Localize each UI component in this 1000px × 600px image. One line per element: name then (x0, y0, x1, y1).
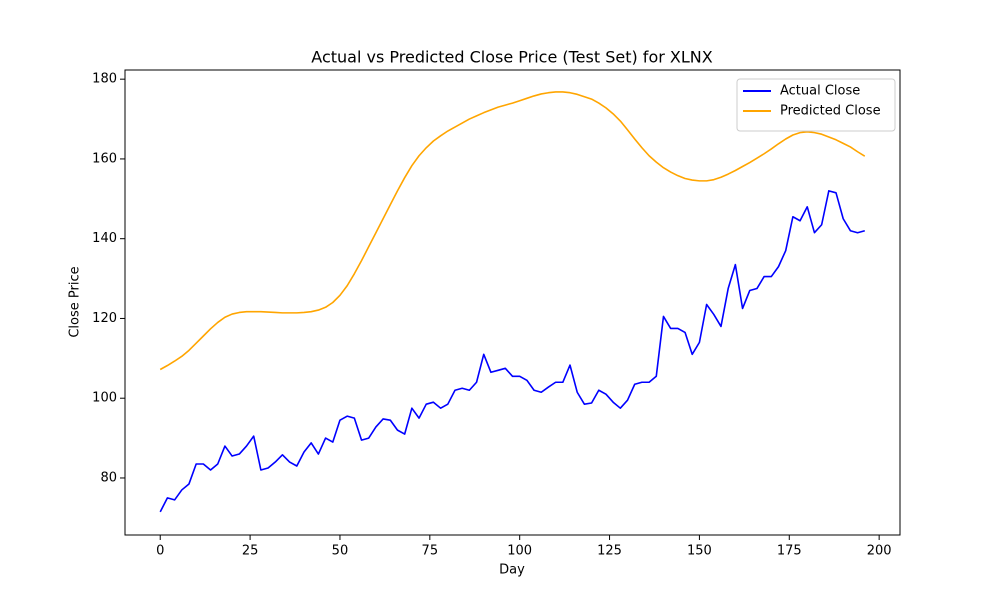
y-tick-label: 120 (92, 311, 117, 326)
plot-frame (124, 69, 901, 536)
x-tick-label: 25 (242, 544, 259, 559)
x-tick-label: 50 (332, 544, 349, 559)
y-axis-label: Close Price (68, 266, 83, 337)
x-tick-label: 75 (422, 544, 439, 559)
legend-label: Actual Close (780, 84, 860, 99)
x-axis-label: Day (499, 563, 525, 578)
x-tick-label: 125 (597, 544, 622, 559)
y-tick-label: 80 (100, 470, 117, 485)
legend-box (736, 78, 896, 132)
data-line (159, 91, 866, 371)
y-tick-label: 100 (92, 391, 117, 406)
y-tick-label: 160 (92, 151, 117, 166)
data-line (159, 190, 865, 513)
x-tick-label: 200 (867, 544, 892, 559)
x-tick-label: 100 (507, 544, 532, 559)
x-tick-label: 175 (777, 544, 802, 559)
legend-label: Predicted Close (780, 104, 881, 119)
x-tick-label: 0 (156, 544, 164, 559)
y-tick-label: 180 (92, 72, 117, 87)
x-tick-label: 150 (687, 544, 712, 559)
chart-title: Actual vs Predicted Close Price (Test Se… (311, 48, 712, 67)
y-tick-label: 140 (92, 231, 117, 246)
